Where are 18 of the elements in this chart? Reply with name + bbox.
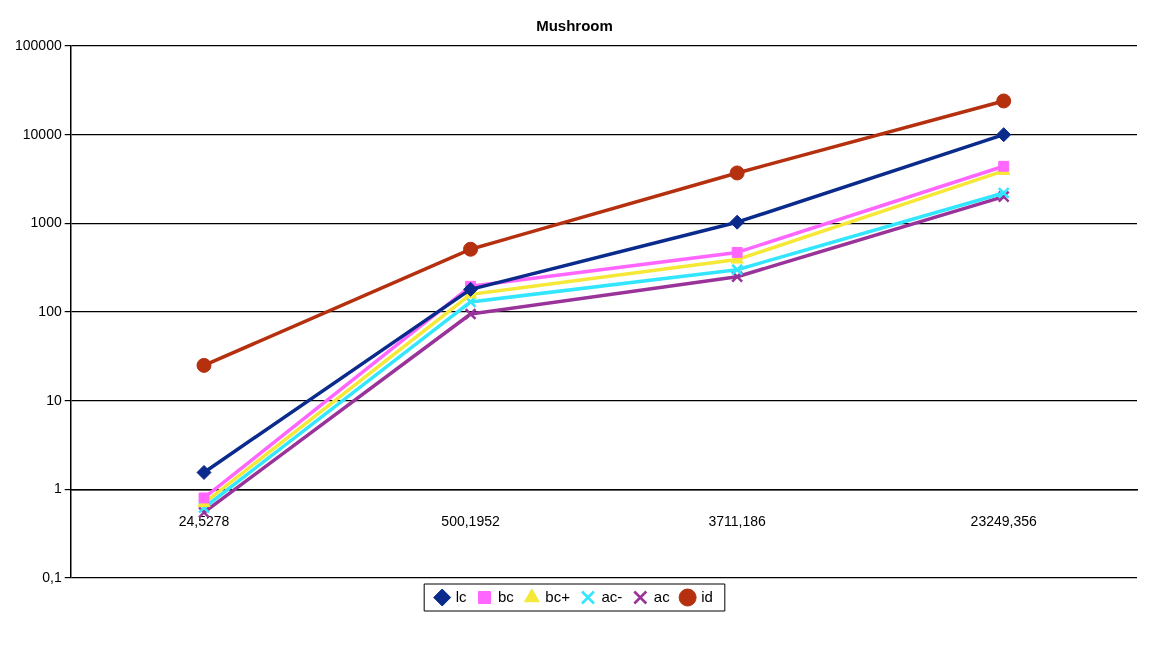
legend-label: ac-: [601, 587, 623, 605]
x-tick-label: 3711,186: [708, 512, 767, 529]
x-tick-label: 500,1952: [441, 512, 500, 529]
y-tick-label: 100000: [15, 36, 62, 53]
y-tick-label: 10000: [22, 125, 62, 142]
y-tick-label: 1: [53, 480, 62, 497]
y-tick-label: 0,1: [42, 568, 62, 585]
legend-label: ac: [653, 587, 671, 605]
chart-title: Mushroom: [536, 17, 613, 35]
y-tick-label: 100: [38, 302, 62, 319]
x-tick-label: 24,5278: [178, 512, 230, 529]
legend-label: bc+: [545, 587, 571, 605]
y-tick-label: 10: [46, 391, 62, 408]
legend-label: id: [701, 587, 713, 605]
x-tick-label: 23249,356: [970, 512, 1038, 529]
y-tick-label: 1000: [30, 214, 62, 231]
legend-label: lc: [455, 587, 468, 605]
legend-label: bc: [498, 587, 515, 605]
